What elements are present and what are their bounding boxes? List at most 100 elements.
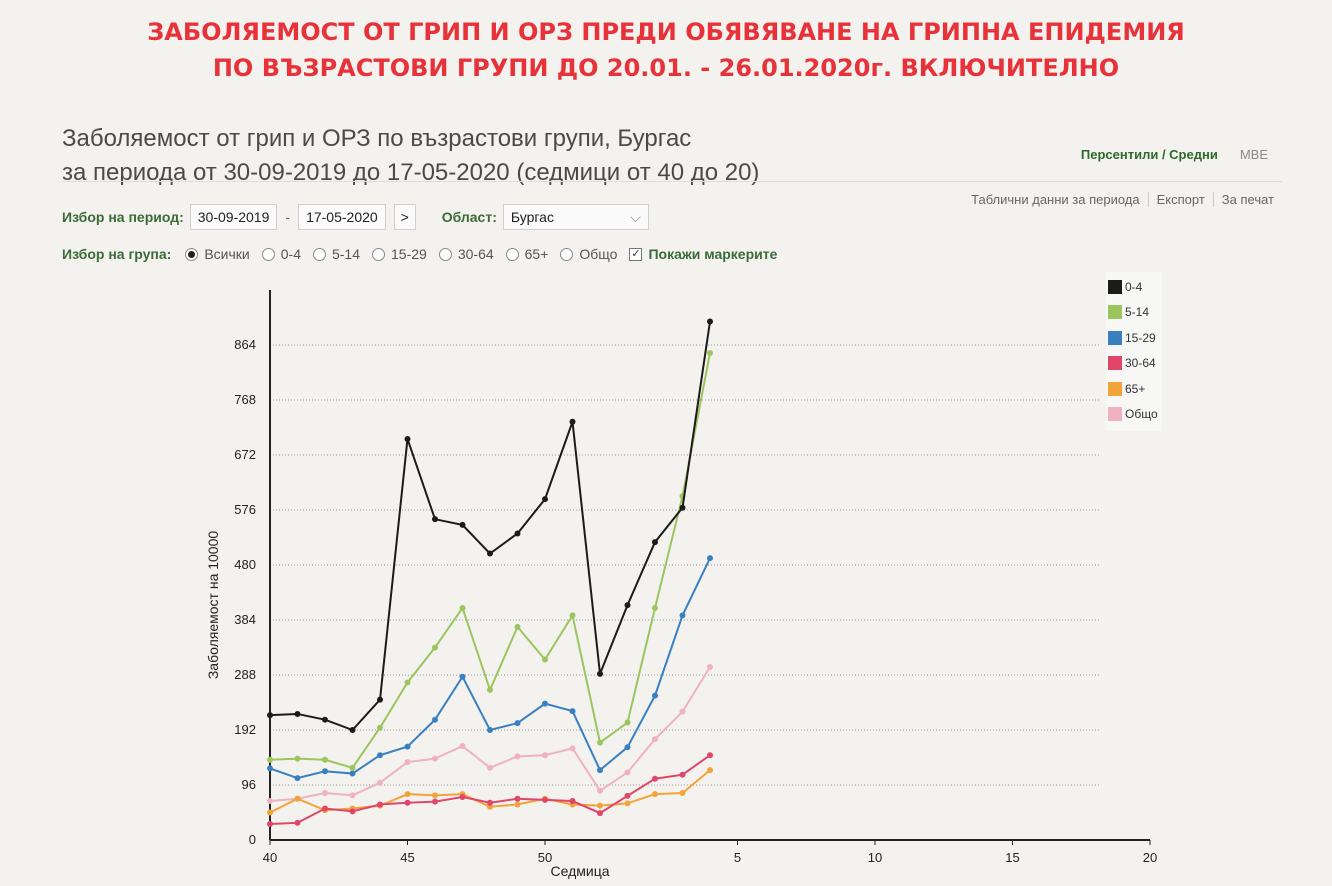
next-period-button[interactable]: >: [393, 204, 416, 230]
radio-icon[interactable]: [372, 247, 386, 261]
data-point: [542, 796, 548, 803]
data-point: [652, 736, 658, 743]
x-tick-label: 15: [1005, 850, 1019, 865]
legend-label: Общо: [1125, 407, 1158, 422]
x-tick-label: 10: [868, 850, 882, 865]
data-point: [487, 686, 493, 693]
checkbox-box[interactable]: ✓: [629, 247, 643, 261]
y-tick-label: 672: [234, 447, 256, 462]
data-point: [267, 765, 273, 772]
data-point: [514, 530, 521, 537]
banner-line-1: ЗАБОЛЯЕМОСТ ОТ ГРИП И ОРЗ ПРЕДИ ОБЯВЯВАН…: [147, 18, 1185, 46]
legend-item[interactable]: 65+: [1108, 376, 1158, 402]
data-point: [349, 764, 356, 771]
data-point: [569, 745, 576, 752]
series-line-5-14: [269, 352, 711, 769]
group-label: Избор на група:: [62, 246, 172, 262]
data-point: [459, 521, 466, 528]
data-point: [707, 752, 713, 759]
data-point: [377, 724, 383, 731]
y-tick-label: 576: [234, 502, 256, 517]
data-point: [322, 756, 328, 763]
data-point: [597, 767, 603, 774]
data-point: [294, 755, 301, 762]
show-markers-label: Покажи маркерите: [648, 246, 778, 262]
group-option-label: 15-29: [391, 246, 427, 262]
data-point: [404, 679, 411, 686]
data-point: [569, 708, 576, 715]
group-option[interactable]: 0-4: [261, 246, 301, 262]
region-select[interactable]: Бургас ⌵: [502, 204, 649, 230]
data-point: [487, 550, 493, 557]
y-tick-label: 384: [234, 612, 256, 627]
x-axis-title: Седмица: [550, 863, 609, 879]
group-option-label: 30-64: [457, 246, 494, 262]
legend-item[interactable]: 5-14: [1108, 300, 1158, 326]
radio-icon[interactable]: [261, 247, 275, 261]
data-point: [514, 623, 521, 630]
legend-label: 65+: [1125, 381, 1146, 396]
mbe-link[interactable]: MBE: [1239, 147, 1268, 162]
group-option[interactable]: Общо: [560, 246, 617, 262]
radio-icon[interactable]: [312, 247, 326, 261]
legend-item[interactable]: 30-64: [1108, 351, 1158, 377]
date-to-input[interactable]: 17-05-2020: [298, 204, 386, 230]
region-value: Бургас: [510, 209, 554, 225]
data-point: [624, 602, 631, 609]
data-point: [542, 496, 548, 503]
radio-icon[interactable]: [185, 247, 199, 261]
data-point: [459, 604, 466, 611]
data-point: [349, 727, 356, 733]
group-option[interactable]: 15-29: [372, 246, 427, 262]
legend-item[interactable]: 15-29: [1108, 325, 1158, 351]
data-point: [404, 759, 411, 766]
export-link[interactable]: Експорт: [1147, 192, 1205, 207]
data-point: [569, 418, 576, 425]
data-point: [377, 801, 383, 808]
data-point: [294, 819, 301, 826]
series-line-0-4: [269, 321, 711, 732]
percentiles-link[interactable]: Персентили / Средни: [1080, 147, 1218, 162]
date-from-input[interactable]: 30-09-2019: [189, 204, 278, 230]
radio-icon[interactable]: [560, 247, 574, 261]
chart-legend: 0-4 5-14 15-29 30-64 65+ Общо: [1106, 272, 1162, 431]
data-point: [597, 802, 603, 809]
data-point: [267, 756, 273, 763]
group-option[interactable]: 65+: [505, 246, 549, 262]
data-point: [487, 764, 493, 771]
data-point: [322, 805, 328, 812]
group-option-label: 65+: [524, 246, 549, 262]
data-point: [707, 318, 713, 325]
group-option[interactable]: 30-64: [438, 246, 494, 262]
data-point: [432, 716, 438, 723]
radio-icon[interactable]: [505, 247, 519, 261]
x-tick-label: 20: [1143, 850, 1157, 865]
legend-label: 5-14: [1125, 305, 1150, 320]
data-point: [294, 795, 301, 802]
data-point: [597, 739, 603, 746]
banner-line-2: ПО ВЪЗРАСТОВИ ГРУПИ ДО 20.01. - 26.01.20…: [212, 54, 1120, 82]
show-markers-checkbox[interactable]: ✓ Покажи маркерите: [629, 246, 777, 262]
data-point: [597, 810, 603, 817]
data-point: [377, 696, 383, 703]
legend-swatch: [1108, 381, 1122, 396]
data-point: [542, 700, 548, 707]
table-data-link[interactable]: Таблични данни за периода: [971, 192, 1140, 207]
series-line-15-29: [269, 557, 711, 780]
legend-item[interactable]: Общо: [1108, 402, 1158, 428]
title-line-1: Заболяемост от грип и ОРЗ по възрастови …: [62, 125, 692, 152]
data-point: [652, 791, 658, 798]
data-point: [349, 770, 356, 777]
data-point: [652, 775, 658, 782]
radio-icon[interactable]: [438, 247, 452, 261]
y-axis-title: Заболяемост на 10000: [205, 531, 221, 680]
group-option[interactable]: Всички: [185, 246, 250, 262]
print-link[interactable]: За печат: [1212, 192, 1274, 207]
legend-item[interactable]: 0-4: [1108, 274, 1158, 300]
data-point: [459, 794, 466, 801]
group-option[interactable]: 5-14: [312, 246, 360, 262]
chevron-down-icon: ⌵: [630, 209, 641, 225]
data-point: [679, 612, 686, 619]
group-selector: Избор на група: Всички 0-4 5-14 15-29 30-64 6…: [62, 246, 777, 262]
region-label: Област:: [441, 209, 497, 225]
